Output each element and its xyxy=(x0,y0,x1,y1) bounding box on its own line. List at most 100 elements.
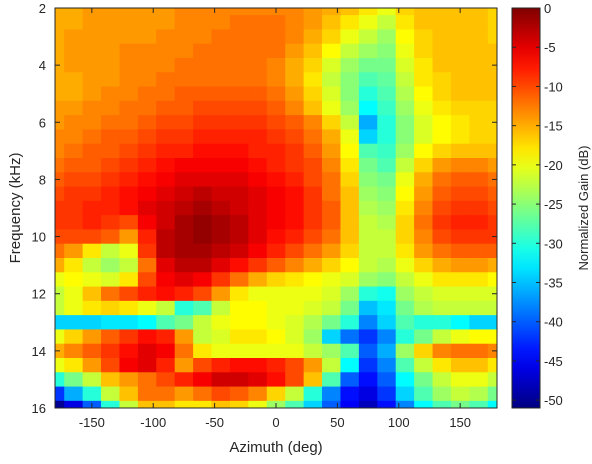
heatmap-cell xyxy=(487,200,497,216)
heatmap-cell xyxy=(414,272,434,288)
heatmap-cell xyxy=(487,215,497,231)
heatmap-cell xyxy=(229,386,249,402)
heatmap-cell xyxy=(174,243,194,259)
heatmap-cell xyxy=(193,329,213,345)
heatmap-cell xyxy=(156,386,176,402)
heatmap-cell xyxy=(101,143,121,159)
heatmap-cell xyxy=(395,372,415,388)
heatmap-cell xyxy=(469,172,489,188)
heatmap-cell xyxy=(119,372,139,388)
heatmap-cell xyxy=(211,243,231,259)
heatmap-cell xyxy=(377,115,397,131)
heatmap-cell xyxy=(174,129,194,145)
heatmap-cell xyxy=(82,115,102,131)
colorbar-tick-label: -45 xyxy=(544,354,563,369)
heatmap-cell xyxy=(211,100,231,116)
heatmap-cell xyxy=(303,215,323,231)
heatmap-cell xyxy=(55,43,65,59)
heatmap-cell xyxy=(432,343,452,359)
heatmap-cell xyxy=(450,115,470,131)
heatmap-cell xyxy=(303,115,323,131)
heatmap-cell xyxy=(64,29,84,45)
heatmap-cell xyxy=(119,258,139,273)
heatmap-cell xyxy=(55,258,65,273)
heatmap-cell xyxy=(211,115,231,131)
heatmap-cell xyxy=(174,358,194,373)
heatmap-cell xyxy=(450,286,470,302)
heatmap-cell xyxy=(450,86,470,102)
heatmap-cell xyxy=(174,43,194,59)
heatmap-cell xyxy=(137,286,157,302)
heatmap-cell xyxy=(64,8,84,16)
heatmap-cell xyxy=(193,286,213,302)
heatmap-cell xyxy=(285,386,305,402)
heatmap-cell xyxy=(248,158,268,173)
heatmap-cell xyxy=(101,86,121,102)
heatmap-cell xyxy=(156,100,176,116)
heatmap-cell xyxy=(82,172,102,188)
y-tick-label: 2 xyxy=(39,1,46,16)
heatmap-cell xyxy=(266,58,286,73)
heatmap-cell xyxy=(377,243,397,259)
heatmap-cell xyxy=(414,215,434,231)
heatmap-cell xyxy=(432,158,452,173)
heatmap-cell xyxy=(414,158,434,173)
heatmap-cell xyxy=(303,315,323,331)
heatmap-cell xyxy=(358,315,378,331)
y-tick-label: 10 xyxy=(32,230,46,245)
heatmap-cell xyxy=(432,143,452,159)
heatmap-cell xyxy=(469,200,489,216)
heatmap-cell xyxy=(55,400,65,408)
heatmap-cell xyxy=(229,29,249,45)
heatmap-cell xyxy=(395,15,415,31)
heatmap-cell xyxy=(432,186,452,202)
heatmap-cell xyxy=(377,372,397,388)
heatmap-cell xyxy=(248,215,268,231)
heatmap-cell xyxy=(469,300,489,316)
heatmap-cell xyxy=(266,86,286,102)
heatmap-cell xyxy=(358,129,378,145)
heatmap-cell xyxy=(414,343,434,359)
heatmap-cell xyxy=(266,358,286,373)
heatmap-cell xyxy=(64,100,84,116)
heatmap-cell xyxy=(229,215,249,231)
heatmap-cell xyxy=(156,43,176,59)
heatmap-cell xyxy=(322,215,342,231)
heatmap-cell xyxy=(156,115,176,131)
heatmap-cell xyxy=(156,143,176,159)
heatmap-cell xyxy=(285,58,305,73)
heatmap-cell xyxy=(377,172,397,188)
heatmap-cell xyxy=(266,372,286,388)
heatmap-cell xyxy=(229,172,249,188)
heatmap-cell xyxy=(156,258,176,273)
heatmap-cell xyxy=(119,229,139,245)
heatmap-cell xyxy=(469,215,489,231)
heatmap-cell xyxy=(82,343,102,359)
heatmap-cell xyxy=(229,15,249,31)
heatmap-cell xyxy=(248,300,268,316)
heatmap-cell xyxy=(266,72,286,88)
heatmap-cell xyxy=(137,29,157,45)
heatmap-cell xyxy=(340,158,360,173)
heatmap-cell xyxy=(174,386,194,402)
heatmap-cell xyxy=(358,229,378,245)
colorbar-tick-label: -40 xyxy=(544,315,563,330)
x-tick-label: 0 xyxy=(272,415,279,430)
heatmap-cell xyxy=(211,43,231,59)
heatmap-cell xyxy=(64,229,84,245)
heatmap-cell xyxy=(137,243,157,259)
heatmap-cell xyxy=(377,229,397,245)
heatmap-cell xyxy=(395,158,415,173)
heatmap-cell xyxy=(340,29,360,45)
heatmap-cell xyxy=(395,329,415,345)
heatmap-cell xyxy=(285,43,305,59)
heatmap-cell xyxy=(193,100,213,116)
heatmap-cell xyxy=(469,100,489,116)
heatmap-cell xyxy=(395,386,415,402)
heatmap-cell xyxy=(82,329,102,345)
heatmap-cell xyxy=(82,372,102,388)
heatmap-cell xyxy=(358,372,378,388)
heatmap-cell xyxy=(395,8,415,16)
heatmap-cell xyxy=(358,200,378,216)
